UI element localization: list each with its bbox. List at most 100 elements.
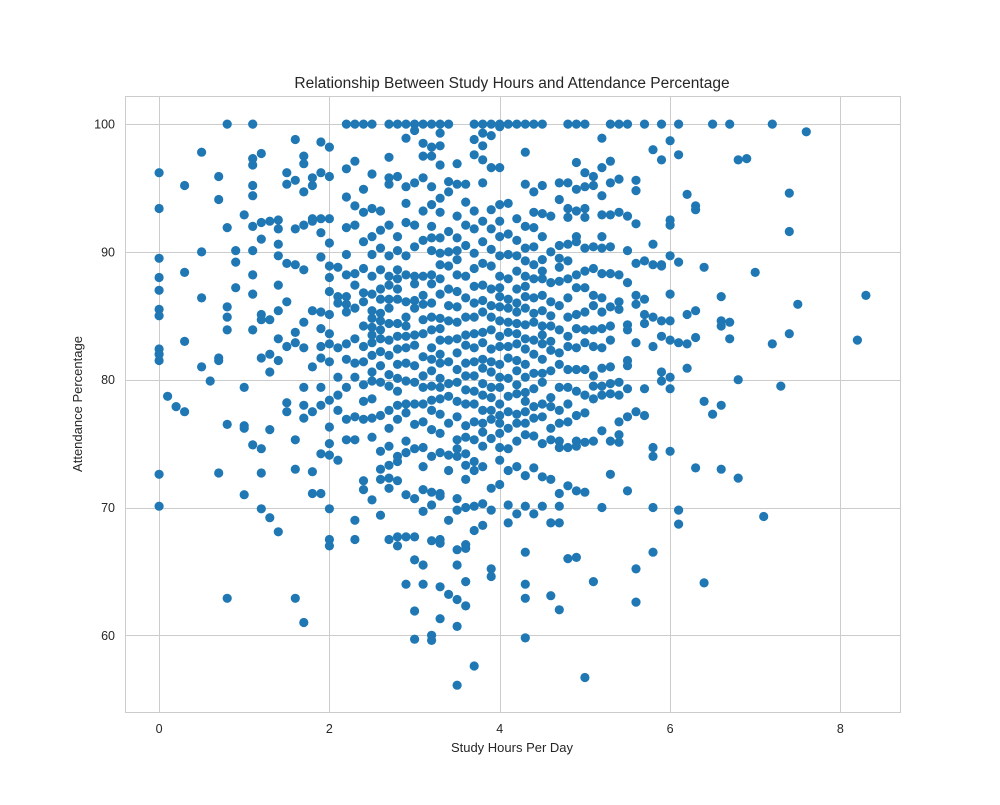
data-point — [299, 343, 309, 353]
data-point — [375, 474, 386, 484]
data-point — [273, 306, 283, 316]
data-point — [444, 187, 454, 197]
data-point — [444, 589, 454, 600]
data-point — [614, 174, 624, 184]
data-point — [418, 382, 428, 392]
data-point — [716, 400, 726, 410]
data-point — [435, 358, 445, 368]
data-point — [580, 243, 590, 253]
data-point — [580, 212, 590, 222]
data-point — [478, 405, 488, 415]
data-point — [554, 359, 564, 369]
data-point — [197, 362, 207, 372]
data-point — [154, 501, 164, 511]
data-point — [648, 341, 658, 352]
data-point — [324, 329, 334, 339]
data-point — [503, 353, 513, 363]
data-point — [410, 125, 420, 136]
data-point — [563, 382, 573, 392]
data-point — [682, 363, 692, 373]
data-point — [375, 361, 386, 371]
data-point — [358, 321, 369, 331]
data-point — [307, 488, 317, 499]
data-point — [512, 436, 522, 446]
data-point — [452, 246, 462, 256]
data-point — [537, 354, 547, 364]
data-point — [435, 382, 445, 392]
data-point — [358, 414, 369, 424]
data-point — [367, 271, 377, 281]
data-point — [563, 274, 573, 284]
data-point — [341, 223, 351, 233]
data-point — [495, 316, 505, 326]
data-point — [520, 593, 530, 603]
data-point — [435, 193, 445, 203]
data-point — [418, 462, 428, 472]
data-point — [520, 119, 530, 129]
data-point — [350, 334, 360, 344]
data-point — [461, 371, 471, 381]
data-point — [503, 327, 513, 337]
data-point — [503, 500, 513, 510]
data-point — [495, 418, 505, 428]
data-point — [478, 520, 488, 531]
data-point — [580, 203, 590, 214]
data-point — [316, 324, 326, 334]
data-point — [622, 211, 633, 221]
data-point — [546, 474, 556, 484]
data-point — [725, 334, 735, 344]
data-point — [256, 217, 266, 228]
data-point — [486, 382, 496, 392]
data-point — [597, 381, 607, 391]
data-point — [469, 329, 479, 339]
data-point — [248, 289, 258, 299]
data-point — [290, 134, 300, 145]
data-point — [452, 451, 462, 461]
data-point — [248, 154, 258, 164]
data-point — [316, 307, 326, 317]
data-point — [444, 418, 454, 428]
data-point — [520, 547, 530, 557]
data-point — [503, 465, 513, 476]
data-point — [537, 119, 547, 129]
data-point — [614, 377, 624, 387]
data-point — [452, 594, 462, 605]
data-point — [571, 552, 582, 563]
data-point — [520, 344, 530, 354]
data-point — [614, 390, 624, 400]
data-point — [469, 150, 479, 160]
data-point — [367, 330, 377, 340]
data-point — [605, 389, 616, 399]
data-point — [350, 358, 360, 368]
data-point — [639, 256, 650, 266]
data-point — [691, 463, 701, 473]
data-point — [452, 317, 462, 327]
data-point — [444, 316, 454, 326]
data-point — [358, 380, 369, 390]
data-point — [622, 361, 633, 371]
data-point — [299, 151, 309, 161]
data-point — [401, 343, 411, 353]
data-point — [299, 617, 309, 628]
data-point — [512, 366, 522, 376]
data-point — [571, 410, 582, 421]
data-point — [316, 400, 326, 410]
data-point — [529, 260, 539, 270]
data-point — [375, 325, 386, 335]
data-point — [563, 341, 573, 352]
data-point — [529, 335, 539, 345]
data-point — [316, 382, 326, 392]
data-point — [435, 289, 445, 299]
data-point — [461, 385, 471, 395]
data-point — [418, 506, 428, 516]
data-point — [512, 389, 522, 399]
data-point — [639, 119, 650, 129]
data-point — [392, 274, 403, 284]
data-point — [333, 455, 343, 465]
data-point — [708, 119, 718, 129]
data-point — [444, 391, 454, 401]
data-point — [648, 547, 658, 557]
data-point — [341, 435, 351, 445]
data-point — [324, 171, 334, 182]
data-point — [546, 366, 556, 376]
